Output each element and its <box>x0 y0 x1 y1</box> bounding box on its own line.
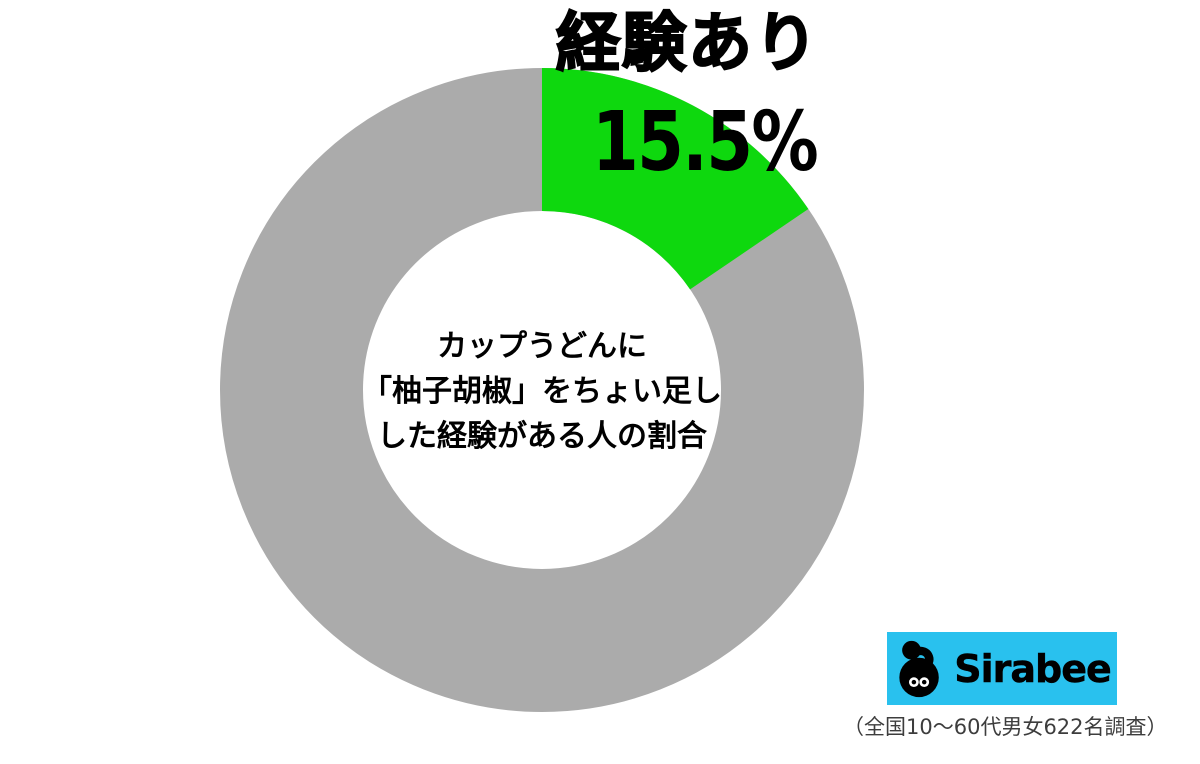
survey-caption: （全国10〜60代男女622名調査） <box>843 715 1168 739</box>
donut-slice-experience <box>542 68 809 290</box>
center-text-line: 「柚子胡椒」をちょい足し <box>362 374 722 409</box>
value-label: 15.5% <box>592 95 819 190</box>
donut-chart <box>220 68 864 712</box>
sirabee-mascot-icon <box>899 640 940 697</box>
donut-center-text: カップうどんに 「柚子胡椒」をちょい足し した経験がある人の割合 <box>312 324 772 459</box>
chart-title: 経験あり <box>555 6 820 82</box>
sirabee-logo: Sirabee <box>887 632 1117 705</box>
sirabee-logo-text: Sirabee <box>954 646 1112 691</box>
center-text-line: カップうどんに <box>437 329 647 364</box>
center-text-line: した経験がある人の割合 <box>377 419 707 454</box>
